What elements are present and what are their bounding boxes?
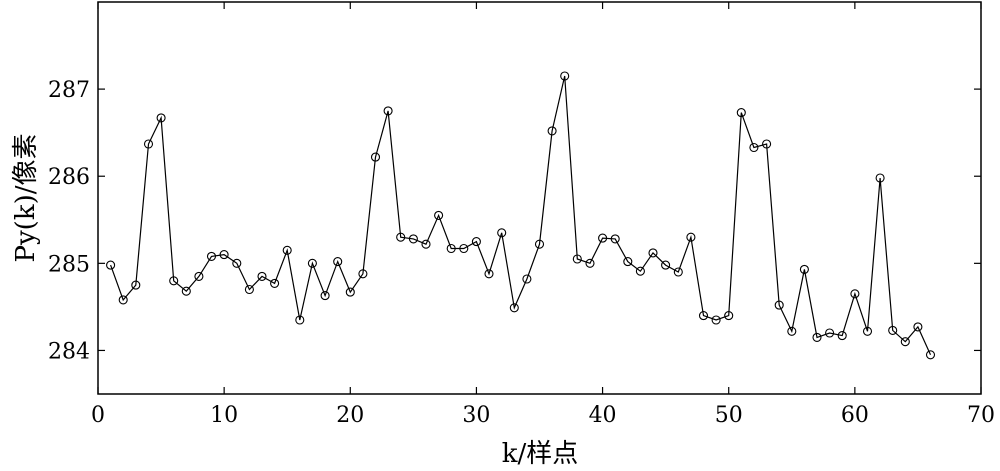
data-point: [711, 315, 721, 325]
data-point: [156, 113, 166, 123]
data-point: [497, 228, 507, 238]
data-point: [635, 266, 645, 276]
data-point: [169, 276, 179, 286]
x-tick-label: 50: [715, 403, 743, 428]
data-point: [762, 139, 772, 149]
series-line: [110, 75, 932, 356]
y-axis-label: Py(k)/像素: [11, 134, 41, 263]
data-point: [661, 260, 671, 270]
data-point: [307, 258, 317, 268]
data-point: [787, 326, 797, 336]
data-point: [106, 260, 116, 270]
data-point: [181, 286, 191, 296]
data-point: [585, 258, 595, 268]
data-markers: [106, 71, 936, 360]
data-point: [900, 337, 910, 347]
data-point: [736, 108, 746, 118]
data-point: [572, 254, 582, 264]
data-point: [698, 311, 709, 321]
x-tick-label: 60: [841, 403, 869, 428]
data-point: [270, 278, 280, 288]
data-point: [244, 284, 254, 295]
data-point: [799, 264, 809, 274]
data-point: [295, 315, 305, 325]
data-point: [686, 232, 696, 242]
data-point: [724, 311, 734, 321]
data-point: [257, 271, 267, 281]
data-point: [837, 331, 847, 341]
data-point: [345, 287, 355, 297]
data-point: [408, 234, 418, 244]
tick-labels: 0 10 20 30 40 50 60 70 284 285 286 287: [48, 78, 995, 428]
y-tick-label: 286: [48, 165, 90, 190]
data-point: [446, 243, 456, 254]
x-tick-label: 40: [589, 403, 617, 428]
data-point: [358, 269, 368, 279]
data-point: [320, 291, 330, 301]
x-tick-label: 0: [91, 403, 105, 428]
data-point: [143, 139, 154, 149]
data-point: [648, 248, 658, 258]
data-point: [623, 257, 633, 267]
data-point: [850, 289, 860, 299]
data-point: [383, 106, 393, 116]
data-point: [219, 250, 229, 260]
data-point: [484, 269, 494, 279]
y-tick-label: 284: [48, 339, 90, 364]
data-point: [749, 142, 759, 153]
data-point: [925, 350, 936, 360]
data-point: [509, 303, 519, 313]
data-point: [522, 274, 532, 284]
axis-ticks: [97, 2, 982, 394]
x-tick-label: 70: [967, 403, 995, 428]
data-point: [913, 322, 923, 332]
data-point: [673, 267, 683, 277]
data-point: [812, 332, 822, 342]
data-point: [118, 295, 128, 305]
data-point: [232, 258, 242, 268]
data-point: [131, 280, 141, 290]
data-point: [282, 245, 292, 255]
data-point: [547, 126, 557, 136]
y-tick-label: 285: [48, 252, 90, 277]
data-point: [825, 328, 835, 338]
x-axis-label: k/样点: [502, 439, 579, 469]
data-point: [774, 300, 784, 310]
data-point: [598, 233, 608, 243]
x-tick-label: 10: [210, 403, 238, 428]
data-point: [471, 237, 481, 247]
plot-frame: [97, 1, 982, 395]
data-point: [434, 210, 444, 220]
y-tick-label: 287: [48, 78, 90, 103]
x-tick-label: 30: [462, 403, 490, 428]
data-point: [194, 271, 204, 281]
data-point: [560, 71, 570, 81]
data-point: [610, 234, 620, 244]
data-point: [333, 257, 343, 267]
data-point: [370, 152, 381, 162]
data-point: [421, 239, 431, 249]
data-point: [206, 251, 217, 261]
data-point: [888, 325, 898, 335]
data-point: [862, 326, 873, 336]
data-point: [875, 173, 885, 183]
x-tick-label: 20: [336, 403, 364, 428]
data-point: [534, 239, 545, 249]
data-point: [459, 243, 469, 254]
data-point: [396, 232, 406, 242]
